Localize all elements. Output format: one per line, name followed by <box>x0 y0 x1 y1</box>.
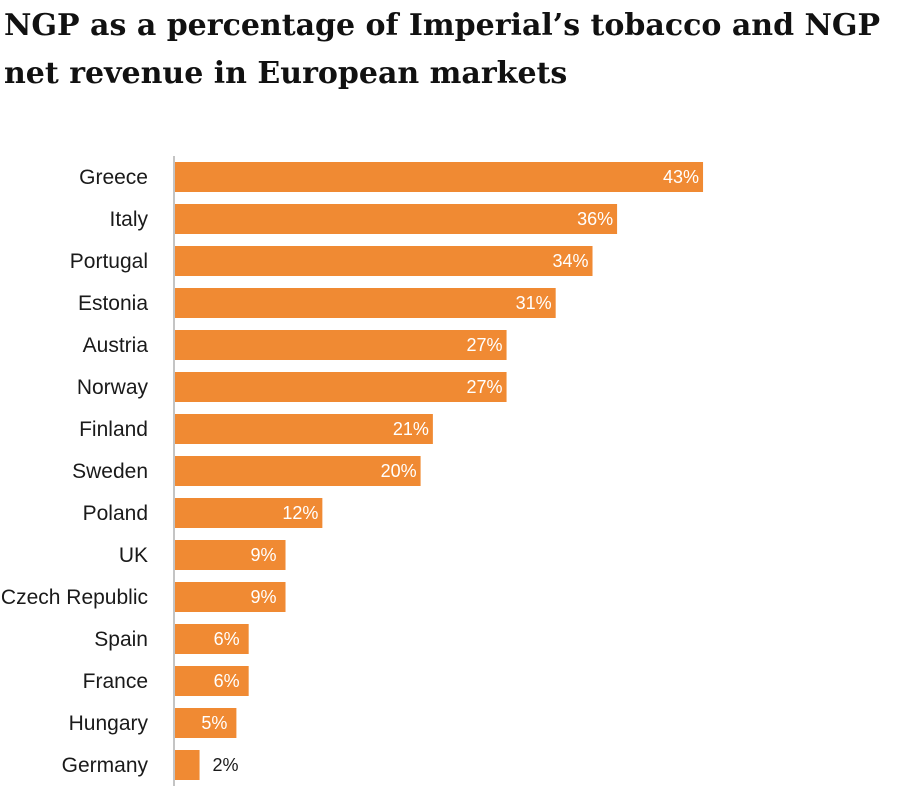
bar <box>175 288 556 318</box>
category-label: France <box>83 670 148 693</box>
value-label: 6% <box>214 629 240 649</box>
category-label: Estonia <box>78 292 148 315</box>
bar <box>175 456 421 486</box>
bar <box>175 624 249 654</box>
bar <box>175 372 507 402</box>
value-label: 21% <box>393 419 429 439</box>
category-label: UK <box>119 544 148 567</box>
bar <box>175 750 200 780</box>
bar <box>175 162 704 192</box>
value-label: 36% <box>577 209 613 229</box>
value-label: 6% <box>214 671 240 691</box>
category-label: Poland <box>83 502 148 525</box>
category-label: Sweden <box>72 460 148 483</box>
value-label: 34% <box>553 251 589 271</box>
category-label: Germany <box>62 754 149 777</box>
value-label: 12% <box>282 503 318 523</box>
category-label: Czech Republic <box>1 586 148 609</box>
category-label: Spain <box>94 628 148 651</box>
bar <box>175 540 286 570</box>
chart-title: NGP as a percentage of Imperial’s tobacc… <box>4 8 881 91</box>
category-label: Portugal <box>70 250 148 273</box>
bar <box>175 330 507 360</box>
bar <box>175 708 237 738</box>
value-label: 27% <box>467 377 503 397</box>
value-label: 9% <box>251 545 277 565</box>
category-label: Hungary <box>69 712 149 735</box>
bar <box>175 246 593 276</box>
bar <box>175 666 249 696</box>
value-label: 5% <box>201 713 227 733</box>
bar <box>175 498 323 528</box>
value-label: 31% <box>516 293 552 313</box>
value-label: 9% <box>251 587 277 607</box>
value-label: 43% <box>663 167 699 187</box>
bar <box>175 414 433 444</box>
value-label: 2% <box>213 755 239 775</box>
value-label: 27% <box>467 335 503 355</box>
value-label: 20% <box>381 461 417 481</box>
category-label: Austria <box>83 334 149 357</box>
category-label: Italy <box>109 208 148 231</box>
category-label: Norway <box>77 376 149 399</box>
bar <box>175 204 618 234</box>
category-label: Greece <box>79 166 148 189</box>
category-label: Finland <box>79 418 148 441</box>
bar <box>175 582 286 612</box>
